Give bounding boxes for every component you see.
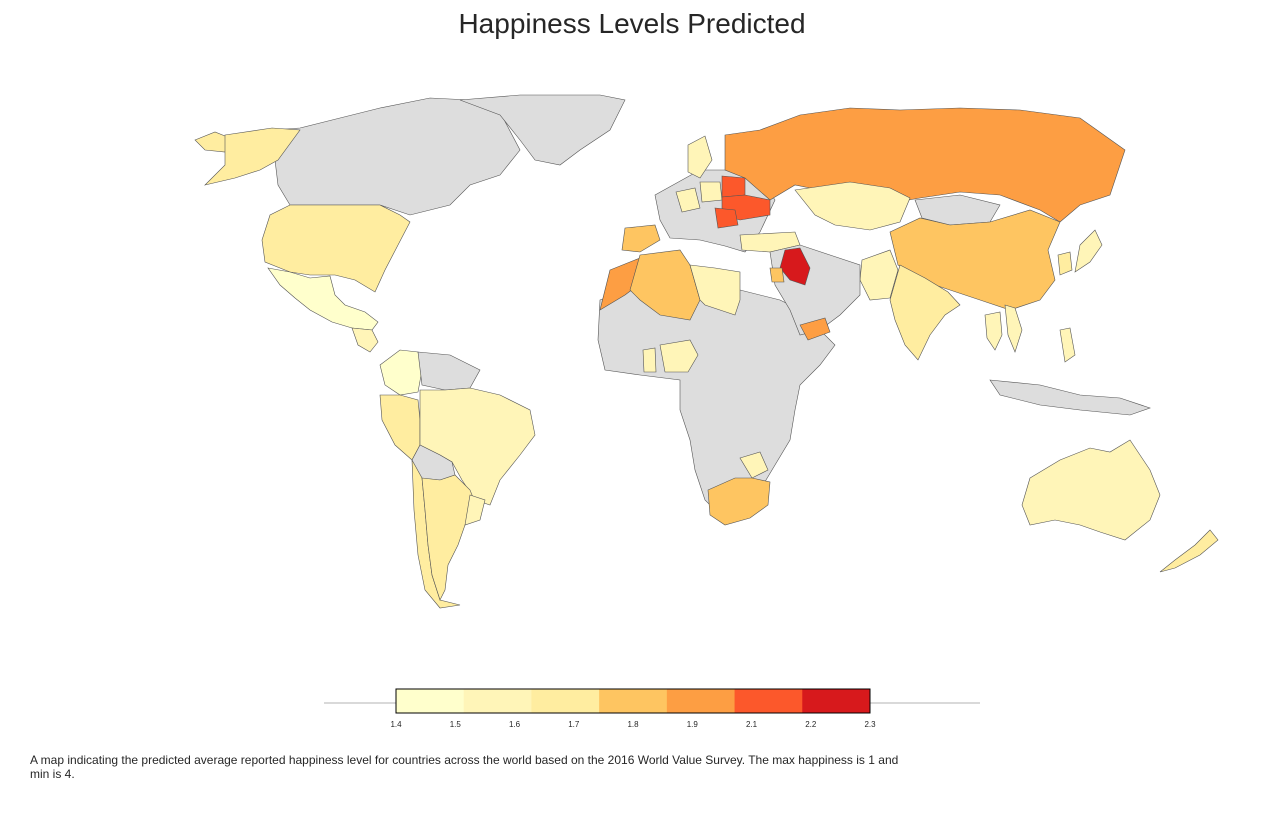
colorbar-tick-label: 2.1 [746,720,758,729]
region-usa [261,204,411,293]
region-alaska [204,127,301,186]
colorbar-bin [666,689,736,713]
colorbar-bin [463,689,532,713]
region-canada [271,97,521,216]
region-africa [597,284,836,516]
region-argentina [421,474,479,601]
region-australia [1021,439,1161,541]
colorbar-tick-label: 1.4 [390,720,402,729]
region-peru [379,394,421,461]
region-thailand [984,311,1003,351]
region-nigeria [659,339,699,373]
region-japan [1074,229,1103,273]
region-korea [1057,251,1073,276]
colorbar-bin [734,689,803,713]
region-indonesia [989,379,1151,416]
colorbar-tick-label: 1.8 [627,720,639,729]
region-india [889,264,961,361]
colorbar-tick-label: 1.9 [687,720,699,729]
colorbar-tick-label: 1.7 [568,720,580,729]
region-kazakhstan [794,181,911,231]
colorbar: 1.4 1.5 1.6 1.7 1.8 1.9 2.1 2.2 2.3 [324,688,980,729]
colorbar-tick-label: 1.5 [450,720,462,729]
colorbar-bin [396,689,465,713]
region-romania [714,207,739,229]
region-germany [675,187,701,213]
world-map [194,94,1219,609]
region-belarus [721,175,746,198]
region-greenland [459,94,626,166]
colorbar-bin [599,689,668,713]
colorbar-bin [531,689,600,713]
region-poland [699,181,723,203]
region-uruguay [464,494,486,526]
colorbar-bin [802,689,871,713]
map-title: Happiness Levels Predicted [458,8,806,39]
region-libya [689,264,741,316]
region-zimbabwe [739,451,769,479]
region-ghana [642,347,657,373]
region-yemen [799,317,831,341]
region-jordan [769,267,785,283]
region-sweden [687,135,713,179]
colorbar-tick-label: 2.2 [805,720,817,729]
region-colombia [379,349,423,396]
figure-caption: A map indicating the predicted average r… [30,753,899,781]
region-mexico [267,267,379,331]
region-guatemala [351,327,379,353]
region-venezuela [417,351,481,391]
region-russia [724,107,1126,223]
colorbar-tick-label: 1.6 [509,720,521,729]
region-new-zealand [1159,529,1219,573]
region-vietnam [1004,304,1023,353]
region-algeria [629,249,701,321]
region-south-africa [707,477,771,526]
region-philippines [1059,327,1076,363]
colorbar-frame [395,688,871,714]
region-spain [621,224,661,253]
colorbar-tick-label: 2.3 [864,720,876,729]
